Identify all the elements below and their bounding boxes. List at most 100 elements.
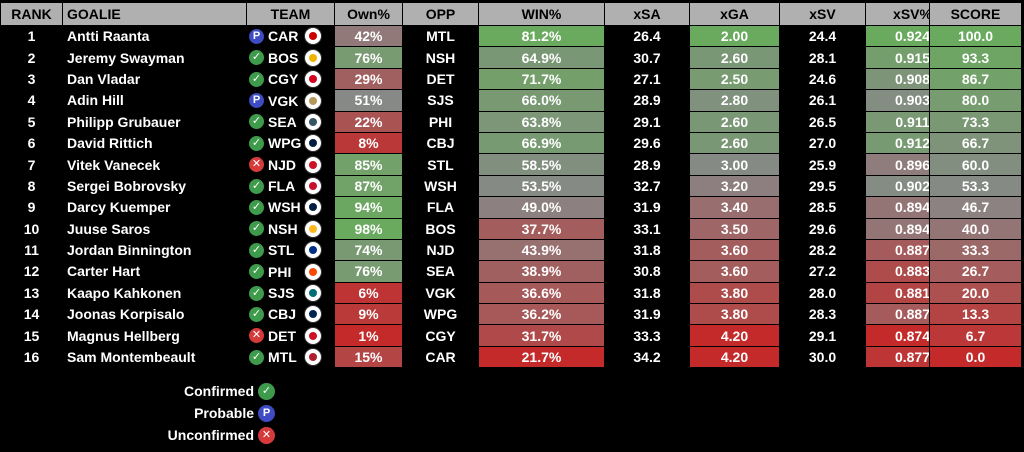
score-cell: 33.3 bbox=[929, 238, 1022, 262]
win-cell: 58.5% bbox=[478, 153, 605, 176]
goalie-name: Carter Hart bbox=[67, 263, 141, 280]
own-cell: 1% bbox=[334, 324, 403, 347]
confirmed-status-icon: ✓ bbox=[249, 242, 264, 258]
win-cell: 49.0% bbox=[478, 196, 605, 219]
own-cell: 76% bbox=[334, 260, 403, 283]
own-cell: 94% bbox=[334, 196, 403, 219]
team-cell: P VGK bbox=[246, 89, 335, 112]
legend-item-confirmed: Confirmed ✓ bbox=[150, 380, 275, 402]
header-xsa[interactable]: xSA bbox=[604, 2, 690, 26]
rank-cell: 9 bbox=[0, 196, 63, 219]
rank-cell: 13 bbox=[0, 281, 63, 305]
goalie-cell: Adin Hill bbox=[62, 89, 247, 112]
xga-cell: 3.50 bbox=[689, 217, 780, 240]
table-row[interactable]: 1 Antti Raanta P CAR 42% MTL 81.2% 26.4 2.00 24.4… bbox=[0, 24, 960, 48]
table-row[interactable]: 6 David Rittich ✓ WPG 8% CBJ 66.9% 29.6 2.60 27.0… bbox=[0, 131, 960, 155]
table-row[interactable]: 3 Dan Vladar ✓ CGY 29% DET 71.7% 27.1 2.50 24.6 0.… bbox=[0, 67, 960, 91]
xsv-cell: 24.4 bbox=[779, 24, 866, 48]
score-row[interactable]: 6.7 bbox=[929, 324, 1022, 347]
score-row[interactable]: 40.0 bbox=[929, 217, 1022, 240]
score-row[interactable]: 33.3 bbox=[929, 238, 1022, 262]
table-row[interactable]: 10 Juuse Saros ✓ NSH 98% BOS 37.7% 33.1 3.50 29.6… bbox=[0, 217, 960, 240]
rank-cell: 4 bbox=[0, 89, 63, 112]
score-row[interactable]: 86.7 bbox=[929, 67, 1022, 91]
score-row[interactable]: 0.0 bbox=[929, 345, 1022, 369]
table-row[interactable]: 4 Adin Hill P VGK 51% SJS 66.0% 28.9 2.80 26.1 0.9… bbox=[0, 89, 960, 112]
header-team[interactable]: TEAM bbox=[246, 2, 335, 26]
score-row[interactable]: 66.7 bbox=[929, 131, 1022, 155]
score-row[interactable]: 100.0 bbox=[929, 24, 1022, 48]
legend-label: Probable bbox=[194, 405, 254, 421]
table-row[interactable]: 16 Sam Montembeault ✓ MTL 15% CAR 21.7% 34.2 4.2… bbox=[0, 345, 960, 369]
rank-cell: 8 bbox=[0, 174, 63, 198]
table-row[interactable]: 8 Sergei Bobrovsky ✓ FLA 87% WSH 53.5% 32.7 3.20… bbox=[0, 174, 960, 198]
score-row[interactable]: 20.0 bbox=[929, 281, 1022, 305]
xsa-cell: 28.9 bbox=[604, 153, 690, 176]
table-row[interactable]: 11 Jordan Binnington ✓ STL 74% NJD 43.9% 31.8 3.… bbox=[0, 238, 960, 262]
xsv-cell: 26.5 bbox=[779, 110, 866, 133]
win-cell: 71.7% bbox=[478, 67, 605, 91]
opp-cell: NSH bbox=[402, 46, 479, 69]
header-goalie[interactable]: GOALIE bbox=[62, 2, 247, 26]
team-abbr: FLA bbox=[268, 178, 296, 195]
table-row[interactable]: 12 Carter Hart ✓ PHI 76% SEA 38.9% 30.8 3.60 27.2… bbox=[0, 260, 960, 283]
table-row[interactable]: 13 Kaapo Kahkonen ✓ SJS 6% VGK 36.6% 31.8 3.80 28… bbox=[0, 281, 960, 305]
goalie-name: Jordan Binnington bbox=[67, 242, 192, 259]
xga-cell: 2.80 bbox=[689, 89, 780, 112]
score-row[interactable]: 73.3 bbox=[929, 110, 1022, 133]
rank-cell: 7 bbox=[0, 153, 63, 176]
team-abbr: NSH bbox=[268, 220, 298, 237]
xga-cell: 2.50 bbox=[689, 67, 780, 91]
score-row[interactable]: 13.3 bbox=[929, 303, 1022, 326]
xga-cell: 3.60 bbox=[689, 260, 780, 283]
header-win[interactable]: WIN% bbox=[478, 2, 605, 26]
xsa-cell: 28.9 bbox=[604, 89, 690, 112]
header-own[interactable]: Own% bbox=[334, 2, 403, 26]
score-cell: 0.0 bbox=[929, 345, 1022, 369]
score-row[interactable]: 26.7 bbox=[929, 260, 1022, 283]
goalie-name: Juuse Saros bbox=[67, 220, 151, 237]
header-opp[interactable]: OPP bbox=[402, 2, 479, 26]
header-xsv[interactable]: xSV bbox=[779, 2, 866, 26]
score-row[interactable]: 80.0 bbox=[929, 89, 1022, 112]
team-logo-icon bbox=[304, 326, 322, 345]
score-row[interactable]: 93.3 bbox=[929, 46, 1022, 69]
xga-cell: 3.60 bbox=[689, 238, 780, 262]
goalie-cell: Carter Hart bbox=[62, 260, 247, 283]
score-cell: 93.3 bbox=[929, 46, 1022, 69]
xga-cell: 2.60 bbox=[689, 110, 780, 133]
xsa-cell: 30.8 bbox=[604, 260, 690, 283]
score-row[interactable]: 46.7 bbox=[929, 196, 1022, 219]
table-row[interactable]: 15 Magnus Hellberg ✕ DET 1% CGY 31.7% 33.3 4.20 2… bbox=[0, 324, 960, 347]
xsa-cell: 31.9 bbox=[604, 303, 690, 326]
confirmed-status-icon: ✓ bbox=[249, 306, 264, 322]
xsv-cell: 29.5 bbox=[779, 174, 866, 198]
win-cell: 31.7% bbox=[478, 324, 605, 347]
header-rank[interactable]: RANK bbox=[0, 2, 63, 26]
win-cell: 64.9% bbox=[478, 46, 605, 69]
confirmed-status-icon: ✓ bbox=[249, 178, 264, 194]
table-row[interactable]: 9 Darcy Kuemper ✓ WSH 94% FLA 49.0% 31.9 3.40 28.… bbox=[0, 196, 960, 219]
header-xga[interactable]: xGA bbox=[689, 2, 780, 26]
header-score[interactable]: SCORE bbox=[929, 2, 1022, 26]
opp-cell: SEA bbox=[402, 260, 479, 283]
opp-cell: CGY bbox=[402, 324, 479, 347]
team-logo-icon bbox=[304, 112, 322, 131]
xga-cell: 3.80 bbox=[689, 303, 780, 326]
score-row[interactable]: 60.0 bbox=[929, 153, 1022, 176]
goalie-cell: Sam Montembeault bbox=[62, 345, 247, 369]
rank-cell: 5 bbox=[0, 110, 63, 133]
own-cell: 22% bbox=[334, 110, 403, 133]
own-cell: 98% bbox=[334, 217, 403, 240]
score-body: 100.0 93.3 86.7 80.0 73.3 66.7 60.0 53.3 46.7 40.… bbox=[929, 24, 1022, 369]
table-row[interactable]: 5 Philipp Grubauer ✓ SEA 22% PHI 63.8% 29.1 2.60… bbox=[0, 110, 960, 133]
score-cell: 53.3 bbox=[929, 174, 1022, 198]
table-row[interactable]: 7 Vitek Vanecek ✕ NJD 85% STL 58.5% 28.9 3.00 25.… bbox=[0, 153, 960, 176]
table-row[interactable]: 2 Jeremy Swayman ✓ BOS 76% NSH 64.9% 30.7 2.60 28… bbox=[0, 46, 960, 69]
team-abbr: CAR bbox=[268, 28, 299, 45]
goalie-cell: Jeremy Swayman bbox=[62, 46, 247, 69]
table-row[interactable]: 14 Joonas Korpisalo ✓ CBJ 9% WPG 36.2% 31.9 3.80… bbox=[0, 303, 960, 326]
rank-cell: 6 bbox=[0, 131, 63, 155]
score-row[interactable]: 53.3 bbox=[929, 174, 1022, 198]
win-cell: 43.9% bbox=[478, 238, 605, 262]
